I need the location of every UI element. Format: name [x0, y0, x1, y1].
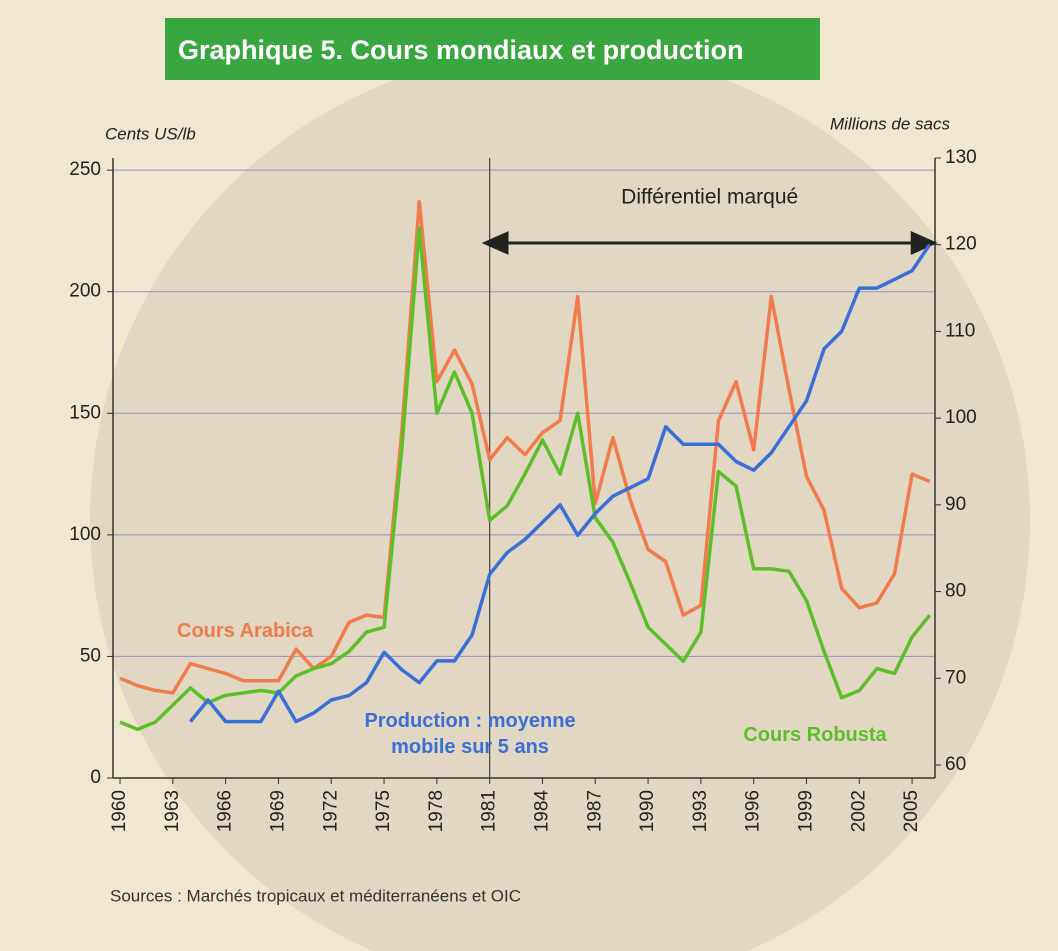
x-tick-label: 1966 [215, 790, 236, 832]
y-tick-label: 0 [90, 767, 101, 788]
source: Sources : Marchés tropicaux et méditerra… [110, 886, 521, 905]
series-label-box: Cours Robusta [700, 722, 930, 782]
y-tick-label: 100 [69, 524, 101, 545]
y-tick-label: 250 [69, 159, 101, 180]
x-tick-label: 1990 [637, 790, 658, 832]
y2-tick-label: 130 [945, 147, 977, 168]
y2-tick-label: 60 [945, 754, 966, 775]
x-tick-label: 1978 [426, 790, 447, 832]
chart-title: Graphique 5. Cours mondiaux et productio… [178, 35, 744, 65]
series-label-box: Production : moyenne mobile sur 5 ans [340, 708, 600, 768]
annotation-text: Différentiel marqué [621, 186, 798, 209]
x-tick-label: 1969 [267, 790, 288, 832]
x-tick-label: 1972 [320, 790, 341, 832]
y2-tick-label: 90 [945, 494, 966, 515]
y2-tick-label: 110 [945, 320, 975, 341]
y2-axis-label: Millions de sacs [830, 114, 950, 133]
series-label: Cours Arabica [150, 618, 340, 644]
x-tick-label: 1996 [743, 790, 764, 832]
x-tick-label: 1981 [479, 790, 500, 832]
x-tick-label: 1975 [373, 790, 394, 832]
y2-tick-label: 120 [945, 234, 977, 255]
chart: Graphique 5. Cours mondiaux et productio… [0, 0, 1058, 951]
y-tick-label: 200 [69, 281, 101, 302]
series-label-box: Cours Arabica [150, 618, 340, 678]
page: Graphique 5. Cours mondiaux et productio… [0, 0, 1058, 951]
x-tick-label: 1960 [109, 790, 130, 832]
series-label: Production : moyenne mobile sur 5 ans [340, 708, 600, 760]
y-axis-label: Cents US/lb [105, 124, 196, 143]
x-tick-label: 1999 [796, 790, 817, 832]
x-tick-label: 1987 [584, 790, 605, 832]
y2-tick-label: 100 [945, 407, 977, 428]
series-label: Cours Robusta [700, 722, 930, 748]
y2-tick-label: 80 [945, 581, 966, 602]
x-tick-label: 1993 [690, 790, 711, 832]
x-tick-label: 1984 [531, 790, 552, 833]
x-tick-label: 2005 [901, 790, 922, 832]
x-tick-label: 2002 [848, 790, 869, 832]
y-tick-label: 150 [69, 402, 101, 423]
y-tick-label: 50 [80, 645, 101, 666]
x-tick-label: 1963 [162, 790, 183, 832]
y2-tick-label: 70 [945, 667, 966, 688]
